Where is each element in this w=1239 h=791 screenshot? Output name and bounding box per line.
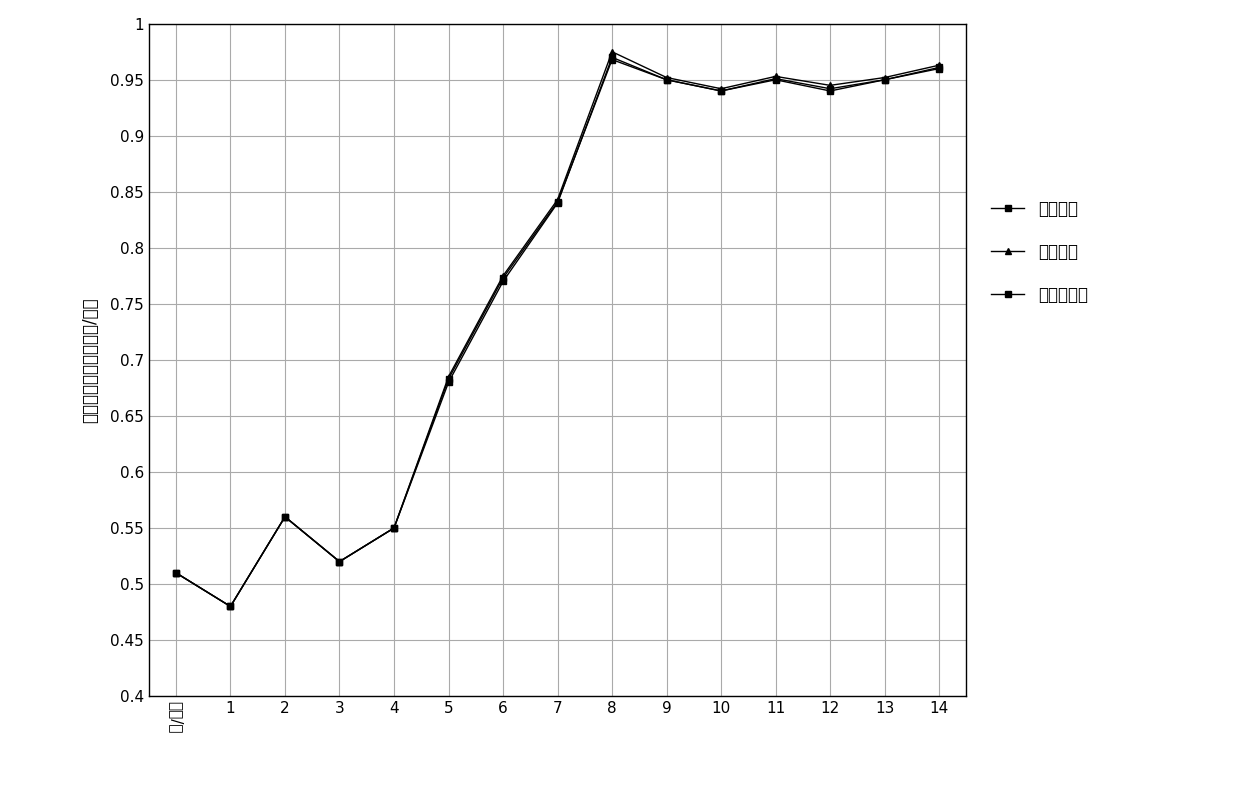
实施例八 [278, 512, 292, 521]
实施例八 [332, 557, 347, 566]
Legend: 实施例四, 实施例八, 实施例十二: 实施例四, 实施例八, 实施例十二 [991, 200, 1088, 305]
实施例四 [932, 64, 947, 74]
实施例十二 [332, 557, 347, 566]
实施例八 [768, 72, 783, 81]
实施例八 [550, 195, 565, 204]
实施例八 [223, 602, 238, 611]
实施例十二 [932, 62, 947, 72]
Y-axis label: 平均每天排便次数（次/天）: 平均每天排便次数（次/天） [81, 297, 99, 422]
实施例十二 [714, 86, 729, 96]
Line: 实施例四: 实施例四 [172, 54, 943, 610]
实施例四 [550, 199, 565, 208]
实施例十二 [877, 75, 892, 85]
实施例四 [496, 277, 510, 286]
Line: 实施例十二: 实施例十二 [172, 56, 943, 610]
实施例八 [605, 47, 620, 56]
实施例四 [223, 602, 238, 611]
实施例八 [877, 73, 892, 82]
实施例四 [332, 557, 347, 566]
实施例四 [605, 52, 620, 62]
实施例四 [441, 377, 456, 387]
实施例四 [823, 86, 838, 96]
实施例四 [169, 568, 183, 577]
实施例十二 [223, 602, 238, 611]
实施例十二 [823, 84, 838, 93]
实施例四 [278, 512, 292, 521]
实施例十二 [169, 568, 183, 577]
实施例四 [659, 75, 674, 85]
实施例四 [768, 75, 783, 85]
实施例十二 [278, 512, 292, 521]
实施例四 [714, 86, 729, 96]
Line: 实施例八: 实施例八 [172, 48, 943, 610]
实施例八 [714, 84, 729, 93]
实施例八 [387, 524, 401, 533]
实施例八 [496, 271, 510, 281]
实施例十二 [605, 55, 620, 64]
实施例八 [932, 60, 947, 70]
实施例八 [659, 73, 674, 82]
实施例八 [441, 372, 456, 381]
实施例十二 [659, 75, 674, 85]
实施例八 [169, 568, 183, 577]
实施例八 [823, 81, 838, 90]
实施例十二 [387, 524, 401, 533]
实施例十二 [441, 374, 456, 384]
实施例四 [387, 524, 401, 533]
实施例四 [877, 75, 892, 85]
实施例十二 [550, 197, 565, 206]
实施例十二 [496, 274, 510, 283]
实施例十二 [768, 74, 783, 83]
